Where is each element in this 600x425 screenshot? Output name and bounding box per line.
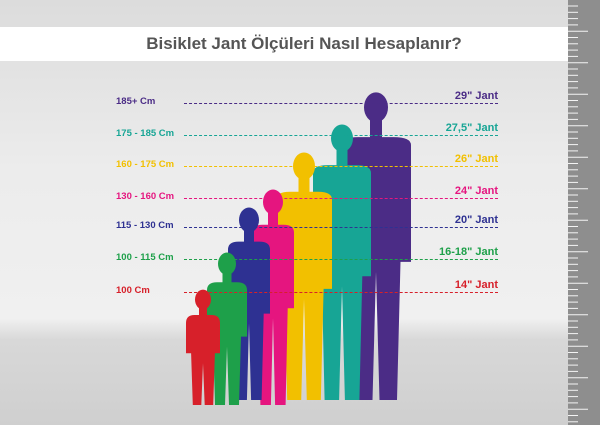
page-title: Bisiklet Jant Ölçüleri Nasıl Hesaplanır?	[146, 34, 462, 53]
rim-size-label: 16-18" Jant	[438, 246, 498, 258]
guide-line	[184, 135, 498, 136]
rim-size-label: 29" Jant	[454, 90, 498, 102]
guide-line	[184, 198, 498, 199]
person-silhouette	[186, 289, 220, 405]
height-range-label: 185+ Cm	[116, 96, 156, 107]
person-silhouette	[207, 252, 247, 405]
height-range-label: 175 - 185 Cm	[116, 128, 175, 139]
guide-line	[184, 292, 498, 293]
ruler-strip	[568, 0, 600, 425]
height-range-label: 100 Cm	[116, 285, 150, 296]
title-banner: Bisiklet Jant Ölçüleri Nasıl Hesaplanır?	[0, 27, 568, 61]
height-range-label: 130 - 160 Cm	[116, 191, 175, 202]
rim-size-label: 24" Jant	[454, 185, 498, 197]
guide-line	[184, 103, 498, 104]
guide-line	[184, 259, 498, 260]
height-range-label: 160 - 175 Cm	[116, 159, 175, 170]
guide-line	[184, 227, 498, 228]
rim-size-label: 20" Jant	[454, 214, 498, 226]
rim-size-label: 27,5" Jant	[445, 122, 498, 134]
rim-size-label: 26" Jant	[454, 153, 498, 165]
guide-line	[184, 166, 498, 167]
height-range-label: 115 - 130 Cm	[116, 220, 174, 231]
height-range-label: 100 - 115 Cm	[116, 252, 174, 263]
rim-size-label: 14" Jant	[454, 279, 498, 291]
